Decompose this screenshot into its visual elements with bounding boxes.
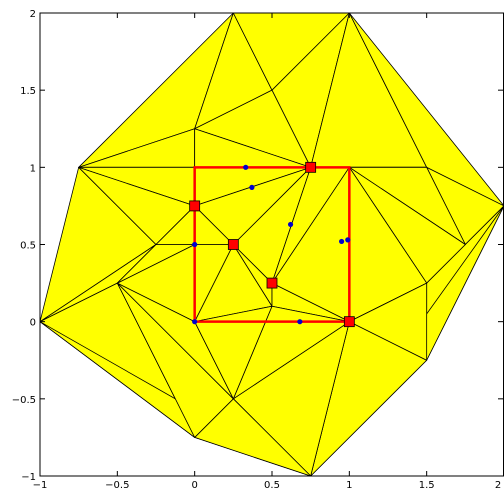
- x-tick-label: 1: [346, 480, 352, 491]
- triangle-mesh: [39, 12, 504, 477]
- y-tick-label: 2: [30, 9, 36, 20]
- blue-dot-marker: [249, 184, 255, 190]
- blue-dot-marker: [345, 237, 351, 243]
- red-square-marker: [305, 161, 317, 173]
- blue-dot-marker: [297, 319, 303, 325]
- overlay-series: [189, 161, 355, 328]
- x-tick-label: 2: [495, 480, 501, 491]
- x-tick-label: 0: [191, 480, 197, 491]
- blue-dot-marker: [192, 319, 198, 325]
- y-tick-label: 0: [30, 318, 36, 329]
- blue-dot-marker: [192, 241, 198, 248]
- x-tick-label: 0.5: [264, 480, 280, 491]
- axis-ticks: −1 −0.5 0 0.5 1 1.5 2 −1 −0.5 0 0.5 1 1.5 2: [12, 9, 504, 491]
- red-square-marker: [189, 200, 201, 212]
- x-tick-label: 1.5: [419, 480, 435, 491]
- y-tick-label: 1.5: [20, 86, 36, 97]
- red-square-marker: [266, 277, 278, 289]
- y-tick-label: 1: [30, 163, 36, 174]
- y-tick-label: 0.5: [20, 241, 36, 252]
- blue-dot-marker: [339, 238, 345, 245]
- mesh-triangle: [348, 282, 428, 361]
- red-square-marker: [227, 239, 239, 250]
- red-square-marker: [343, 316, 355, 328]
- x-tick-label: −0.5: [105, 480, 129, 491]
- y-tick-label: −0.5: [12, 395, 36, 406]
- mesh-triangle: [194, 305, 273, 400]
- y-tick-label: −1: [21, 472, 36, 483]
- blue-dot-marker: [287, 221, 294, 228]
- x-tick-label: −1: [33, 480, 48, 491]
- blue-dot-marker: [243, 164, 249, 170]
